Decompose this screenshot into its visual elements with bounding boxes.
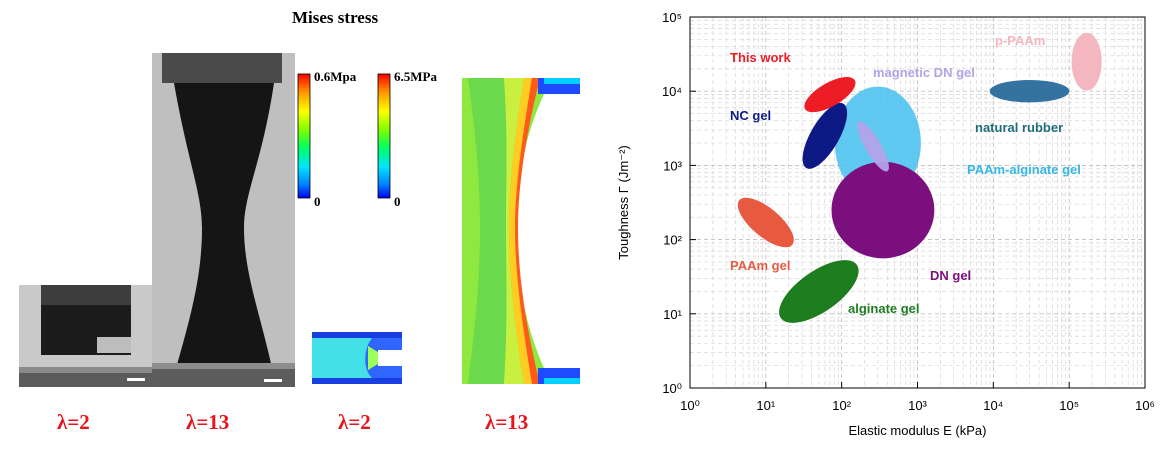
fea-simulation-lambda13 (462, 78, 580, 384)
x-tick-label: 10³ (908, 398, 927, 413)
colorbar-large-max-label: 6.5MPa (394, 69, 437, 84)
label-lambda2-photo: λ=2 (57, 410, 90, 434)
y-tick-label: 10⁵ (662, 10, 682, 25)
y-tick-label: 10³ (663, 158, 682, 173)
x-tick-label: 10⁶ (1135, 398, 1155, 413)
colorbars (297, 73, 391, 199)
x-tick-label: 10² (832, 398, 851, 413)
region-nc-gel (802, 102, 848, 169)
colorbar-small-min-label: 0 (314, 194, 321, 209)
fea-simulation-lambda2 (312, 332, 402, 384)
label-lambda13-simulation: λ=13 (485, 410, 529, 434)
sample-photo-lambda2 (19, 285, 152, 387)
label-alginate-gel: alginate gel (848, 301, 920, 316)
x-tick-label: 10¹ (756, 398, 775, 413)
y-tick-label: 10⁴ (662, 84, 682, 99)
stretch-figure-panel: Mises stress 0.6Mpa 0 6.5MPa 0 (19, 8, 580, 434)
label-magnetic-dn-gel: magnetic DN gel (873, 65, 975, 80)
label-lambda2-simulation: λ=2 (338, 410, 371, 434)
label-paam-alginate-gel: PAAm-alginate gel (967, 162, 1081, 177)
x-tick-label: 10⁴ (983, 398, 1003, 413)
sample-photo-lambda13 (152, 53, 295, 387)
chart-ticks: 10⁰ 10¹ 10² 10³ 10⁴ 10⁵ 10⁶ 10⁰ 10¹ 10² 10³ 10⁴ 10⁵ (662, 10, 1155, 413)
y-axis-label: Toughness Γ (Jm⁻²) (616, 145, 631, 259)
y-tick-label: 10⁰ (662, 381, 682, 396)
label-p-paam: p-PAAm (995, 33, 1045, 48)
label-paam-gel: PAAm gel (730, 258, 790, 273)
region-dn-gel (831, 161, 935, 259)
region-magnetic-dn-gel (857, 121, 889, 172)
chart-region-labels: This work p-PAAm magnetic DN gel natural ru… (730, 33, 1081, 316)
toughness-modulus-chart: 10⁰ 10¹ 10² 10³ 10⁴ 10⁵ 10⁶10⁰10¹10²10³10⁴10⁵ … (616, 10, 1155, 438)
toughness-modulus-chart-panel: 10⁰ 10¹ 10² 10³ 10⁴ 10⁵ 10⁶ 10⁰ 10¹ 10² 10³ 10⁴ 10⁵ … (590, 0, 1164, 445)
x-tick-label: 10⁵ (1059, 398, 1079, 413)
colorbar-large (377, 73, 391, 199)
chart-regions (737, 32, 1102, 323)
y-tick-label: 10² (663, 233, 682, 248)
region-p-paam (1071, 32, 1102, 91)
colorbar-small (297, 73, 311, 199)
x-tick-label: 10⁰ (680, 398, 700, 413)
colorbar-large-min-label: 0 (394, 194, 401, 209)
region-natural-rubber (989, 80, 1070, 103)
mises-stress-title: Mises stress (292, 8, 379, 27)
label-lambda13-photo: λ=13 (186, 410, 230, 434)
label-this-work: This work (730, 50, 791, 65)
label-dn-gel: DN gel (930, 268, 971, 283)
colorbar-small-max-label: 0.6Mpa (314, 69, 357, 84)
x-axis-label: Elastic modulus E (kPa) (849, 423, 987, 438)
y-tick-label: 10¹ (663, 307, 682, 322)
region-paam-gel (737, 197, 794, 248)
region-this-work (804, 77, 856, 113)
label-nc-gel: NC gel (730, 108, 771, 123)
label-natural-rubber: natural rubber (975, 120, 1063, 135)
region-alginate-gel (779, 260, 859, 323)
